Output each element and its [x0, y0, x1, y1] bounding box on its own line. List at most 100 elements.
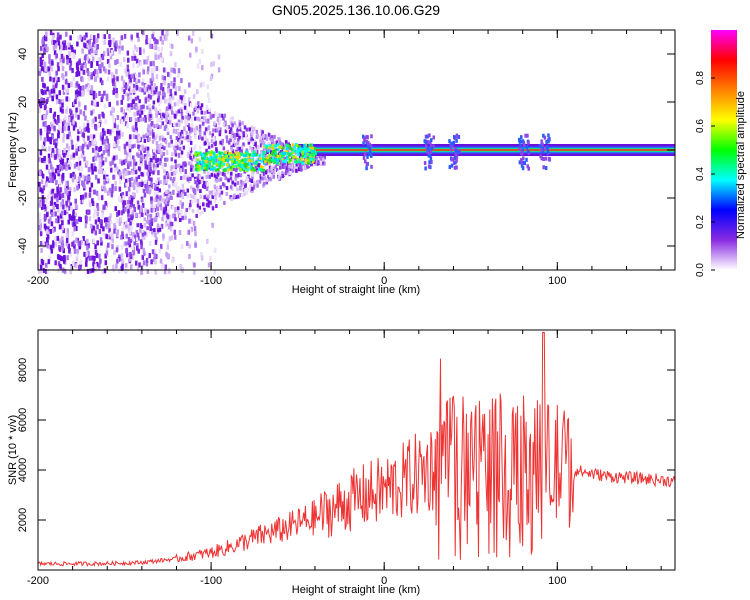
hot-cell [296, 149, 300, 153]
noise-cell [190, 127, 194, 133]
noise-cell [66, 88, 70, 94]
noise-cell [113, 228, 116, 234]
spread-cell [264, 166, 267, 171]
hot-cell [285, 155, 289, 159]
spread-cell [301, 164, 304, 169]
spread-cell [171, 179, 175, 184]
hot-cell [248, 163, 251, 167]
hot-cell [286, 145, 289, 149]
hot-cell [206, 164, 209, 168]
noise-cell [62, 125, 65, 131]
spread-cell [132, 83, 136, 88]
noise-cell [115, 218, 119, 224]
noise-cell [103, 268, 107, 274]
noise-cell [152, 60, 155, 66]
noise-cell [159, 52, 163, 58]
noise-cell [177, 68, 181, 74]
hot-cell [212, 152, 215, 156]
noise-cell [48, 137, 52, 143]
hot-cell [291, 143, 295, 147]
noise-cell [48, 158, 51, 164]
spread-cell [265, 136, 269, 141]
spread-cell [317, 158, 321, 163]
noise-cell [150, 68, 154, 74]
hot-cell [276, 143, 280, 147]
noise-cell [109, 167, 113, 173]
noise-cell [122, 159, 126, 165]
burst-cell [540, 148, 543, 153]
noise-cell [43, 114, 46, 120]
noise-cell [107, 242, 110, 248]
noise-cell [185, 174, 189, 180]
noise-cell [40, 97, 43, 103]
noise-cell [164, 264, 168, 270]
spread-cell [177, 137, 180, 142]
spread-cell [199, 194, 203, 199]
spread-cell [217, 189, 221, 194]
noise-cell [67, 219, 70, 225]
noise-cell [181, 183, 185, 189]
noise-cell [166, 88, 170, 94]
noise-cell [53, 174, 57, 180]
spread-cell [313, 159, 316, 164]
spread-cell [236, 138, 240, 143]
noise-cell [179, 210, 183, 216]
noise-cell [116, 115, 120, 121]
hot-cell [203, 156, 206, 160]
spread-cell [162, 210, 166, 215]
noise-cell [147, 38, 151, 44]
hot-cell [267, 159, 270, 163]
spread-cell [158, 200, 161, 205]
spread-cell [248, 165, 252, 170]
spread-cell [141, 81, 144, 86]
noise-cell [170, 81, 173, 87]
noise-cell [50, 221, 54, 227]
noise-cell [139, 50, 142, 56]
spread-cell [260, 152, 264, 157]
noise-cell [96, 60, 99, 66]
noise-cell [82, 57, 86, 63]
spread-cell [223, 183, 226, 188]
spread-cell [124, 221, 128, 226]
noise-cell [154, 232, 157, 238]
noise-cell [113, 88, 116, 94]
spread-cell [225, 161, 228, 166]
hot-cell [284, 160, 287, 164]
noise-cell [118, 171, 121, 177]
spread-cell [275, 168, 279, 173]
noise-cell [41, 53, 44, 59]
spread-cell [150, 120, 154, 125]
noise-cell [154, 269, 157, 275]
noise-cell [58, 190, 61, 196]
noise-cell [108, 234, 111, 240]
hot-cell [305, 149, 308, 153]
burst-cell [366, 154, 369, 159]
noise-cell [159, 135, 162, 141]
noise-cell [192, 220, 196, 226]
spread-cell [203, 184, 206, 189]
noise-cell [92, 90, 96, 96]
noise-cell [43, 216, 47, 222]
noise-cell [100, 168, 103, 174]
y-tick-label: 6000 [17, 408, 29, 432]
noise-cell [83, 59, 86, 65]
spread-cell [224, 129, 228, 134]
hot-cell [215, 162, 218, 166]
hot-cell [216, 168, 220, 172]
spread-cell [230, 134, 233, 139]
hot-cell [274, 154, 278, 158]
spread-cell [147, 184, 150, 189]
spread-cell [261, 176, 264, 181]
hot-cell [205, 159, 208, 163]
noise-cell [87, 76, 91, 82]
noise-cell [118, 196, 122, 202]
noise-cell [39, 264, 43, 270]
noise-cell [56, 164, 60, 170]
burst-cell [546, 148, 550, 153]
noise-cell [43, 155, 46, 161]
noise-cell [88, 142, 91, 148]
burst-cell [544, 166, 548, 171]
hot-cell [271, 149, 275, 153]
noise-cell [57, 207, 60, 213]
